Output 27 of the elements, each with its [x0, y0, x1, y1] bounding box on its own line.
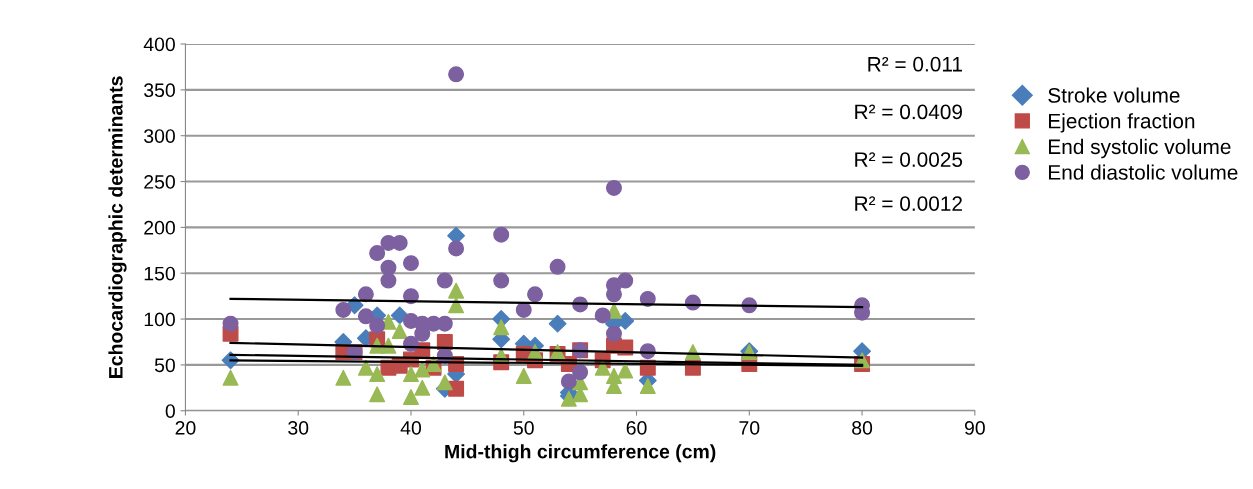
x-tick-label: 70: [739, 421, 760, 435]
legend-label: Ejection fraction: [1049, 113, 1195, 133]
x-tick-label: 30: [288, 421, 309, 435]
legend-label: End diastolic volume: [1049, 164, 1238, 180]
x-axis-title: Mid-thigh circumference (cm): [445, 444, 716, 463]
y-tick-label: 200: [144, 220, 175, 235]
y-tick-label: 0: [165, 404, 175, 418]
x-tick-label: 80: [852, 421, 873, 435]
y-tick-label: 400: [143, 37, 175, 52]
legend-label: End systolic volume: [1049, 138, 1231, 159]
y-tick-label: 100: [144, 312, 175, 327]
x-tick-label: 90: [964, 421, 985, 435]
y-tick-label: 150: [144, 266, 175, 281]
y-tick-label: 300: [144, 129, 175, 143]
x-tick-label: 20: [175, 421, 196, 435]
annotation: R² = 0.0012: [855, 196, 962, 211]
x-tick-label: 60: [626, 421, 647, 435]
x-tick-label: 50: [513, 421, 534, 435]
y-axis-title: Echocardiographic determinants: [108, 76, 127, 378]
legend-label: Stroke volume: [1048, 87, 1180, 103]
y-tick-label: 50: [154, 358, 175, 373]
y-tick-label: 350: [144, 83, 175, 98]
annotation: R² = 0.011: [868, 56, 962, 72]
annotation: R² = 0.0025: [855, 152, 963, 167]
x-tick-label: 40: [400, 421, 422, 435]
y-tick-label: 250: [144, 175, 175, 189]
annotation: R² = 0.0409: [855, 104, 963, 120]
